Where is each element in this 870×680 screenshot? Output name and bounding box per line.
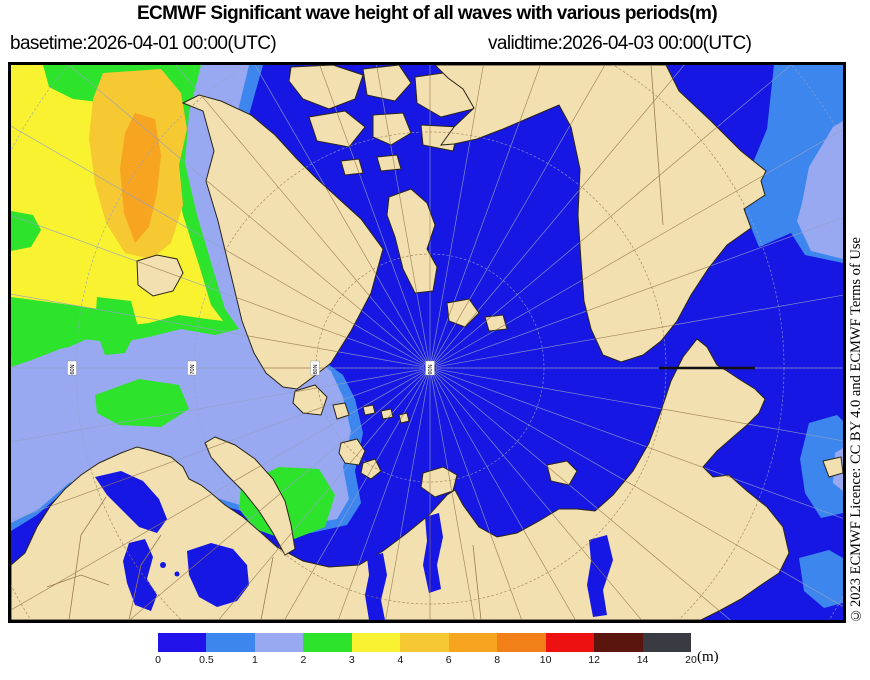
validtime-label: validtime:2026-04-03 00:00(UTC) [488,33,752,54]
basetime-label: basetime:2026-04-01 00:00(UTC) [10,33,277,54]
colorbar-tick: 3 [348,654,355,666]
colorbar-segment-0-0.5 [158,633,207,652]
land-polygon [376,154,402,172]
colorbar-segment-6-8 [448,633,498,652]
land-polygon [308,110,366,148]
land-polygon [446,298,480,328]
colorbar-tick: 20 [685,654,697,666]
page-title: ECMWF Significant wave height of all wav… [136,3,718,24]
baffin-island [386,188,438,294]
colorbar-segment-0.5-1 [206,633,255,652]
colorbar-tick: 14 [636,654,649,666]
land-polygon [340,158,364,176]
colorbar-segment-12-14 [594,633,643,652]
colorbar-tick: 2 [300,654,307,666]
copyright-credit: ©2023 ECMWF Licence: CC BY 4.0 and ECMWF… [848,237,864,623]
land-polygon [338,438,366,466]
north-america [434,65,767,363]
greenland [181,94,384,390]
land-polygon [362,65,412,102]
land-polygon [546,460,578,486]
colorbar-segment-1-2 [254,633,304,652]
svg-text:70N: 70N [190,364,196,374]
colorbar-segment-10-12 [545,633,595,652]
colorbar-tick: 6 [445,654,452,666]
country-borders [46,65,664,620]
land-polygon [822,456,843,478]
land-polygon [380,408,394,420]
colorbar-tick: 10 [539,654,552,666]
land-polygon [398,412,410,424]
colorbar-tick: 4 [397,654,404,666]
svg-text:60N: 60N [70,364,76,374]
land-polygon [484,314,508,332]
svg-text:80N: 80N [313,364,319,374]
colorbar-tick-labels: 0 0.5 1 2 3 4 6 8 10 12 14 20 [155,654,718,668]
map-canvas: 60N 70N 80N 90N [11,65,843,620]
colorbar-segment-3-4 [351,633,401,652]
land-polygon [362,404,376,416]
inland-water [95,471,613,620]
land-polygon [360,458,382,480]
arctic-wave-map: 60N 70N 80N 90N [8,62,846,623]
colorbar-tick: 0.5 [199,654,214,666]
colorbar-tick: 8 [494,654,501,666]
colorbar-unit: (m) [697,649,719,665]
land-polygon [288,65,364,110]
svg-text:90N: 90N [428,364,434,374]
colorbar-segment-8-10 [497,633,546,652]
colorbar-tick: 1 [251,654,258,666]
novaya-zemlya [204,436,296,556]
colorbar-tick: 12 [588,654,600,666]
wave-height-regions [11,65,843,608]
latitude-labels: 60N 70N 80N 90N [67,360,435,376]
colorbar-segment-14-20 [642,633,691,652]
colorbar-tick: 0 [155,654,161,666]
wave-height-colorbar [158,633,691,652]
colorbar-segment-2-3 [303,633,352,652]
colorbar-segment-4-6 [400,633,449,652]
